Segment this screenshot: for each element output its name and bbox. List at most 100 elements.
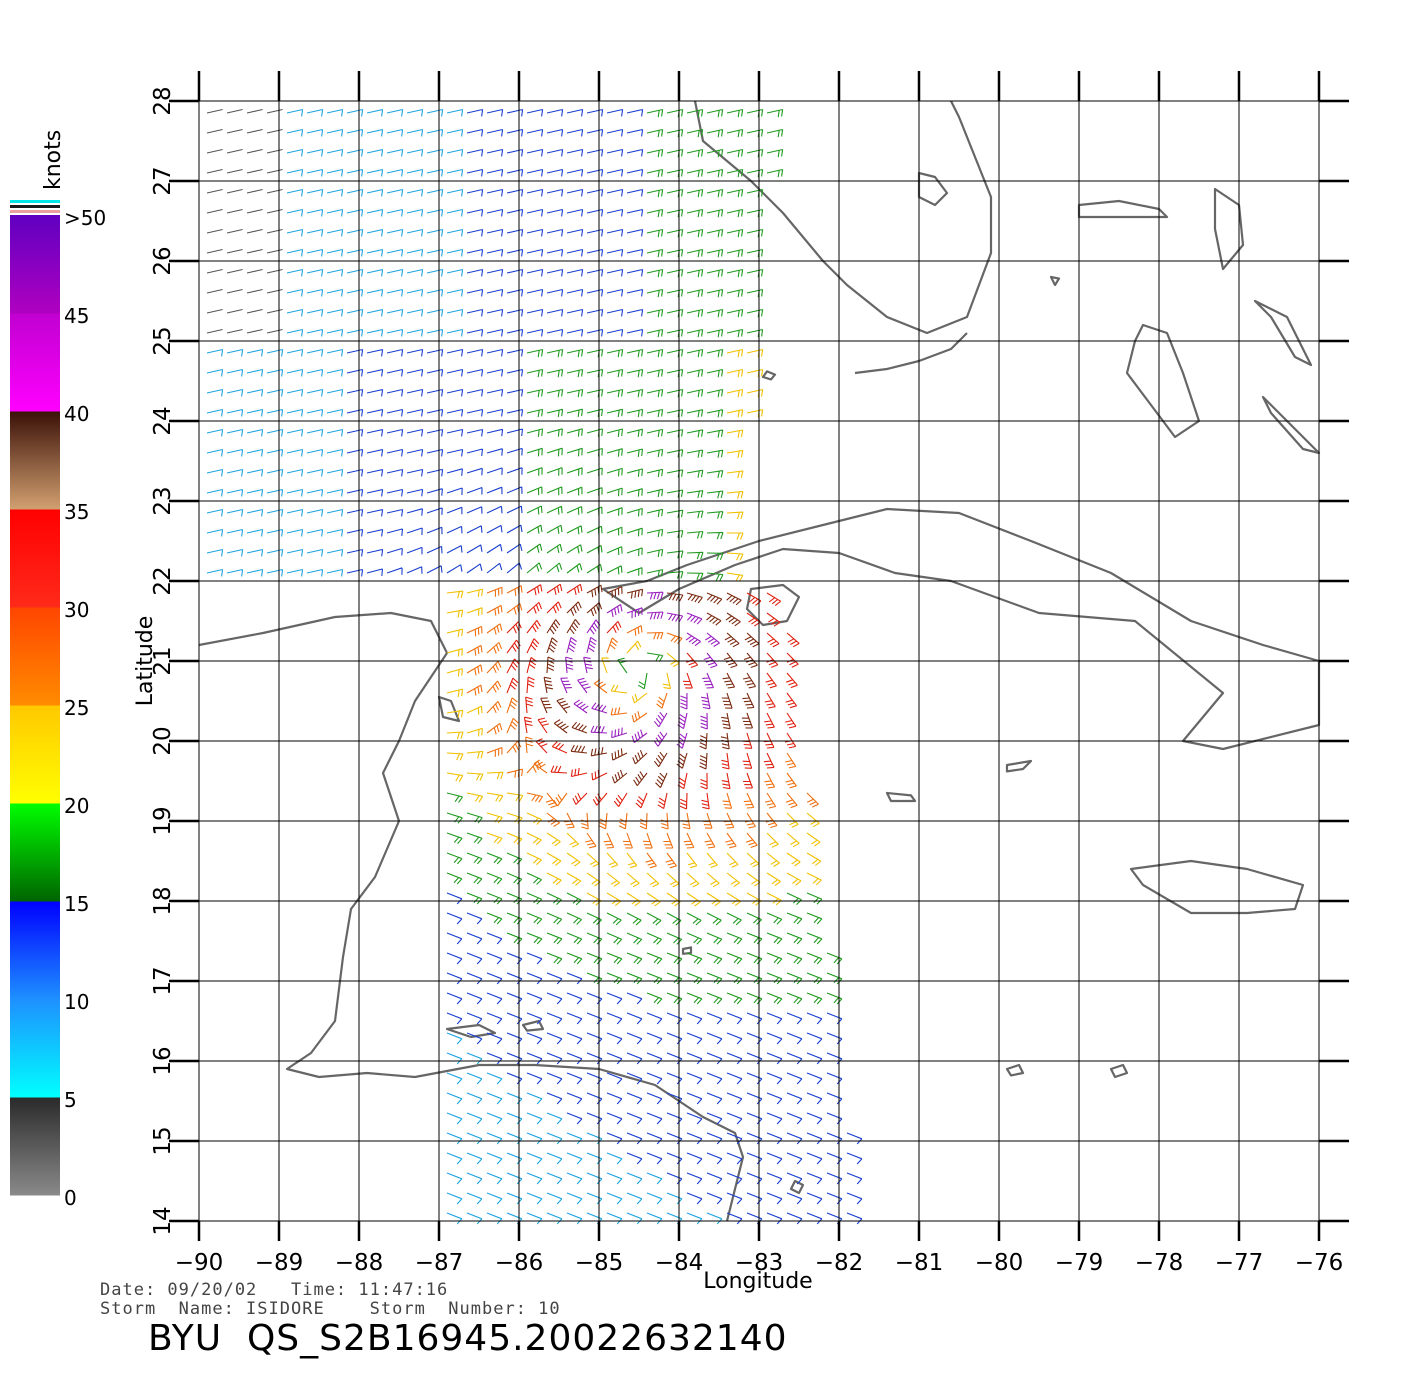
wind-barb — [686, 148, 704, 158]
lon-tick-label: −84 — [655, 1250, 704, 1276]
wind-barb — [486, 228, 504, 237]
wind-barb — [606, 952, 623, 965]
wind-barb — [406, 368, 424, 377]
wind-barb — [306, 188, 324, 197]
wind-barb — [746, 592, 762, 606]
wind-barb — [766, 992, 783, 1005]
wind-barb — [266, 308, 283, 314]
wind-barb — [266, 388, 284, 397]
wind-barb — [686, 592, 703, 604]
wind-barb — [446, 668, 463, 677]
wind-barb — [546, 583, 563, 595]
wind-barb — [486, 771, 504, 780]
wind-barb — [466, 1172, 483, 1185]
wind-barb — [706, 872, 720, 888]
wind-barb — [546, 524, 563, 534]
wind-barb — [406, 108, 424, 117]
wind-barb — [306, 368, 324, 377]
wind-barb — [686, 168, 704, 178]
wind-barb — [226, 568, 244, 577]
wind-barb — [286, 188, 304, 197]
wind-barb — [346, 528, 364, 537]
wind-barb — [446, 1072, 463, 1085]
wind-barb — [386, 388, 404, 397]
wind-barb — [466, 772, 484, 781]
wind-barb — [741, 712, 754, 729]
wind-barb — [591, 769, 608, 781]
wind-barb — [506, 639, 521, 654]
wind-barb — [566, 637, 577, 654]
wind-barb — [724, 632, 740, 648]
wind-barb — [346, 508, 364, 517]
wind-barb — [386, 448, 404, 457]
lon-tick-label: −81 — [895, 1250, 944, 1276]
wind-barb — [346, 168, 364, 177]
wind-barb — [646, 1192, 663, 1205]
wind-barb — [645, 852, 657, 869]
wind-barb — [646, 569, 664, 578]
colorbar-band — [10, 411, 60, 510]
wind-barb — [686, 208, 704, 218]
wind-barb — [726, 308, 744, 318]
wind-barb — [526, 268, 544, 277]
wind-barb — [626, 348, 644, 358]
wind-barb — [764, 692, 776, 709]
wind-barb — [646, 1072, 663, 1085]
wind-barb — [506, 585, 523, 596]
wind-barb — [286, 468, 304, 477]
wind-barb — [706, 552, 724, 561]
wind-barb — [726, 348, 744, 358]
wind-barb — [266, 448, 284, 457]
wind-barb — [680, 692, 688, 710]
wind-barb — [466, 952, 483, 965]
wind-barb — [566, 619, 581, 635]
wind-barb — [246, 288, 263, 294]
wind-barb — [486, 1152, 503, 1165]
wind-barb — [526, 208, 544, 217]
wind-barb — [786, 1172, 803, 1185]
wind-barb — [766, 872, 781, 887]
wind-barb — [546, 912, 563, 925]
wind-barb — [686, 268, 704, 278]
wind-barb — [571, 721, 588, 734]
wind-barb — [226, 548, 244, 557]
wind-barb — [506, 288, 524, 297]
wind-barb — [535, 738, 548, 754]
wind-barb — [721, 772, 731, 790]
wind-barb — [486, 388, 504, 397]
wind-barb — [546, 447, 563, 457]
wind-barb — [486, 872, 503, 885]
wind-barb — [686, 328, 704, 338]
wind-barb — [246, 388, 264, 397]
wind-barb — [346, 248, 364, 257]
wind-barb — [486, 168, 504, 177]
wind-barb — [426, 248, 444, 257]
wind-barb — [466, 705, 483, 715]
wind-barb — [466, 1012, 483, 1025]
wind-barb — [266, 208, 283, 214]
colorbar-title: knots — [41, 130, 66, 190]
wind-barb — [686, 409, 704, 418]
wind-barb — [546, 108, 564, 117]
wind-barb — [546, 872, 562, 886]
wind-barb — [466, 328, 484, 337]
wind-barb — [766, 1192, 783, 1205]
wind-barb — [546, 128, 564, 137]
wind-barb — [743, 792, 755, 809]
wind-barb — [646, 188, 664, 198]
wind-barb — [386, 268, 404, 277]
wind-barb — [446, 208, 464, 217]
wind-barb — [606, 1032, 623, 1045]
wind-barb — [726, 470, 744, 479]
wind-barb — [686, 572, 704, 581]
wind-barb — [226, 288, 243, 294]
wind-barb — [606, 148, 624, 157]
wind-barb — [626, 208, 644, 217]
wind-barb — [722, 792, 733, 809]
wind-barb — [606, 467, 623, 477]
product-id: BYU QS_S2B16945.20022632140 — [148, 1318, 788, 1359]
colorbar-label: 5 — [64, 1088, 77, 1112]
wind-barb — [726, 572, 744, 582]
wind-barb — [466, 288, 484, 297]
wind-barb — [466, 992, 483, 1005]
